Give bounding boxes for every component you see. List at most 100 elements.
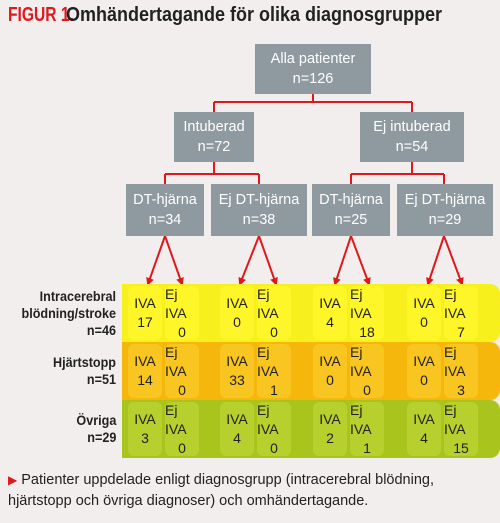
- cell-value: 0: [420, 314, 428, 330]
- arrow-dt1-iva: [146, 235, 166, 286]
- node-count: n=34: [148, 212, 182, 228]
- node-count: n=25: [334, 212, 368, 228]
- cell-header: Ej IVA: [444, 343, 466, 379]
- caption-text: Patienter uppdelade enligt diagnosgrupp …: [8, 472, 434, 509]
- cell-value: 1: [363, 439, 371, 456]
- cell-header: Ej IVA: [165, 343, 187, 379]
- node-all-patients: Alla patienter n=126: [255, 44, 371, 94]
- cell-value: 0: [270, 439, 278, 456]
- cell-ovriga-dt2-iva: IVA 2: [313, 402, 347, 456]
- triangle-marker-icon: ▶: [8, 473, 18, 487]
- cell-ovriga-dt2-ejiva: Ej IVA 1: [350, 402, 384, 456]
- cell-ovriga-ejdt2-iva: IVA 4: [407, 402, 441, 456]
- cell-stroke-ejdt1-ejiva: Ej IVA 0: [257, 286, 291, 340]
- cell-header: IVA: [413, 295, 435, 311]
- node-label: Ej intuberad: [373, 119, 451, 135]
- arrow-ejdt2-iva: [426, 235, 445, 286]
- cell-value: 1: [270, 381, 278, 398]
- cell-value: 33: [229, 372, 245, 388]
- cell-header: Ej IVA: [257, 401, 279, 437]
- node-count: n=38: [242, 212, 276, 228]
- cell-header: IVA: [134, 295, 156, 311]
- arrow-dt1-ejiva: [164, 235, 184, 286]
- cell-value: 0: [363, 381, 371, 398]
- node-count: n=29: [428, 212, 462, 228]
- cell-value: 3: [141, 430, 149, 446]
- node-dt-hjarna-intub: DT-hjärna n=34: [126, 184, 204, 236]
- cell-value: 4: [326, 314, 334, 330]
- node-ej-dt-hjarna-ejintub: Ej DT-hjärna n=29: [397, 184, 493, 236]
- figure-title-text: Omhändertagande för olika diagnosgrupper: [66, 4, 443, 26]
- arrow-ejdt1-iva: [238, 235, 260, 286]
- row-label-count: n=29: [86, 429, 116, 445]
- cell-value: 0: [233, 314, 241, 330]
- row-label-line: Hjärtstopp: [53, 354, 116, 370]
- row-label-count: n=46: [86, 322, 116, 338]
- cell-value: 4: [420, 430, 428, 446]
- cell-value: 7: [457, 323, 465, 340]
- node-ej-dt-hjarna-intub: Ej DT-hjärna n=38: [211, 184, 307, 236]
- cell-hjartstopp-ejdt2-ejiva: Ej IVA 3: [444, 344, 478, 398]
- node-ej-intuberad: Ej intuberad n=54: [360, 112, 464, 162]
- cell-header: IVA: [134, 411, 156, 427]
- cell-ovriga-ejdt1-ejiva: Ej IVA 0: [257, 402, 291, 456]
- cell-value: 0: [178, 323, 186, 340]
- node-count: n=72: [197, 139, 231, 155]
- node-label: DT-hjärna: [319, 192, 383, 208]
- cell-header: Ej IVA: [350, 343, 372, 379]
- cell-hjartstopp-dt1-ejiva: Ej IVA 0: [165, 344, 199, 398]
- arrow-ejdt2-ejiva: [443, 235, 464, 286]
- row-label-ovriga: Övriga n=29: [76, 412, 116, 446]
- cell-ovriga-dt1-ejiva: Ej IVA 0: [165, 402, 199, 456]
- cell-header: Ej IVA: [444, 285, 466, 321]
- cell-value: 15: [453, 439, 469, 456]
- cell-header: IVA: [226, 295, 248, 311]
- row-label-line: Intracerebral: [39, 288, 116, 304]
- cell-hjartstopp-ejdt2-iva: IVA 0: [407, 344, 441, 398]
- node-label: Intuberad: [183, 119, 245, 135]
- cell-header: IVA: [319, 353, 341, 369]
- arrow-dt2-iva: [333, 235, 352, 286]
- cell-hjartstopp-dt1-iva: IVA 14: [128, 344, 162, 398]
- node-intuberad: Intuberad n=72: [174, 112, 254, 162]
- cell-value: 0: [178, 381, 186, 398]
- cell-stroke-dt2-ejiva: Ej IVA 18: [350, 286, 384, 340]
- cell-header: IVA: [319, 295, 341, 311]
- cell-header: IVA: [413, 353, 435, 369]
- cell-value: 4: [233, 430, 241, 446]
- cell-value: 18: [359, 323, 375, 340]
- connector-lines: [146, 94, 464, 286]
- cell-header: Ej IVA: [165, 285, 187, 321]
- cell-stroke-dt1-ejiva: Ej IVA 0: [165, 286, 199, 340]
- row-label-stroke: Intracerebral blödning/stroke n=46: [22, 288, 117, 339]
- node-count: n=126: [292, 71, 334, 87]
- cell-header: Ej IVA: [350, 401, 372, 437]
- row-label-hjartstopp: Hjärtstopp n=51: [53, 354, 116, 388]
- cell-ovriga-dt1-iva: IVA 3: [128, 402, 162, 456]
- row-label-line: Övriga: [76, 412, 116, 428]
- node-label: Ej DT-hjärna: [404, 192, 486, 208]
- cell-header: IVA: [134, 353, 156, 369]
- figure-caption: ▶ Patienter uppdelade enligt diagnosgrup…: [8, 470, 496, 512]
- node-label: Alla patienter: [270, 51, 356, 67]
- cell-hjartstopp-ejdt1-iva: IVA 33: [220, 344, 254, 398]
- row-label-line: blödning/stroke: [21, 305, 117, 321]
- cell-header: IVA: [226, 411, 248, 427]
- cell-header: IVA: [319, 411, 341, 427]
- cell-value: 0: [178, 439, 186, 456]
- cell-value: 0: [270, 323, 278, 340]
- cell-ovriga-ejdt2-ejiva: Ej IVA 15: [444, 402, 478, 456]
- cell-stroke-ejdt2-ejiva: Ej IVA 7: [444, 286, 478, 340]
- cell-stroke-dt2-iva: IVA 4: [313, 286, 347, 340]
- cell-header: IVA: [413, 411, 435, 427]
- cell-header: IVA: [226, 353, 248, 369]
- row-label-count: n=51: [86, 371, 116, 387]
- figure-title: FIGUR 1. Omhändertagande för olika diagn…: [8, 4, 484, 38]
- cell-hjartstopp-ejdt1-ejiva: Ej IVA 1: [257, 344, 291, 398]
- cell-hjartstopp-dt2-ejiva: Ej IVA 0: [350, 344, 384, 398]
- arrow-dt2-ejiva: [350, 235, 371, 286]
- cell-header: Ej IVA: [444, 401, 466, 437]
- cell-stroke-ejdt1-iva: IVA 0: [220, 286, 254, 340]
- cell-stroke-dt1-iva: IVA 17: [128, 286, 162, 340]
- cell-hjartstopp-dt2-iva: IVA 0: [313, 344, 347, 398]
